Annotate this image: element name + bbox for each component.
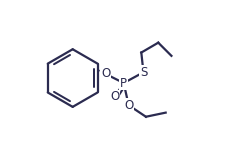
Text: S: S — [139, 66, 146, 79]
Text: O: O — [110, 90, 119, 103]
Text: O: O — [101, 67, 110, 81]
Text: P: P — [120, 77, 127, 89]
Text: O: O — [124, 99, 133, 112]
